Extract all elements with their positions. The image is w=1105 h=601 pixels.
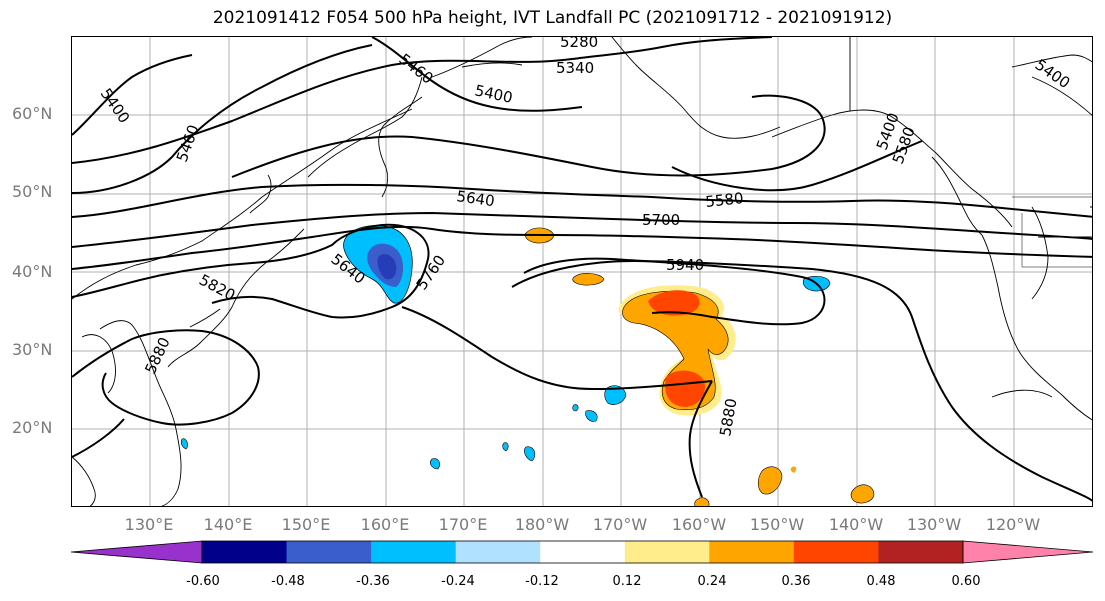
map-canvas: 5280 5340 5400 5460 5400 5460 5400 5400 … <box>72 37 1092 506</box>
map-title: 2021091412 F054 500 hPa height, IVT Land… <box>212 8 893 28</box>
lat-label-40n: 40°N <box>12 262 53 281</box>
colorbar-segment <box>286 541 372 563</box>
colorbar-segment <box>793 541 879 563</box>
height-contours <box>72 37 1092 502</box>
colorbar <box>70 540 1094 564</box>
contour-label-5460-a: 5460 <box>396 50 437 88</box>
lon-label-170e: 170°E <box>438 515 488 534</box>
colorbar-tick: 0.24 <box>697 574 727 589</box>
lat-label-50n: 50°N <box>12 182 53 201</box>
colorbar-extend-high <box>962 540 1094 564</box>
contour-label-5880-a: 5880 <box>141 334 173 376</box>
contour-label-5280: 5280 <box>560 37 598 51</box>
lat-label-60n: 60°N <box>12 104 53 123</box>
ivt-negative-fill <box>180 225 831 470</box>
lon-label-160e: 160°E <box>360 515 410 534</box>
colorbar-segment <box>455 541 541 563</box>
contour-label-5940: 5940 <box>666 256 704 274</box>
colorbar-tick: 0.12 <box>612 574 642 589</box>
colorbar-segment <box>878 541 964 563</box>
contour-label-5580: 5580 <box>705 189 745 211</box>
borders <box>1012 196 1092 268</box>
lon-label-130e: 130°E <box>124 515 174 534</box>
lon-label-140w: 140°W <box>828 515 884 534</box>
lon-label-150e: 150°E <box>281 515 331 534</box>
lon-label-180w: 180°W <box>514 515 570 534</box>
lat-label-20n: 20°N <box>12 418 53 437</box>
contour-label-5880-b: 5880 <box>716 397 740 438</box>
contour-label-5340: 5340 <box>556 59 594 77</box>
lon-label-120w: 120°W <box>985 515 1041 534</box>
lon-label-150w: 150°W <box>749 515 805 534</box>
colorbar-tick: -0.60 <box>186 574 220 589</box>
ivt-positive-fill <box>524 227 875 506</box>
contour-label-5820: 5820 <box>196 271 238 305</box>
colorbar-segment <box>709 541 795 563</box>
lat-label-30n: 30°N <box>12 340 53 359</box>
lon-label-170w: 170°W <box>592 515 648 534</box>
colorbar-tick: 0.60 <box>951 574 981 589</box>
colorbar-segment <box>540 541 626 563</box>
lon-label-160w: 160°W <box>671 515 727 534</box>
colorbar-segment <box>371 541 457 563</box>
colorbar-tick: -0.36 <box>356 574 390 589</box>
colorbar-tick: -0.48 <box>271 574 305 589</box>
coastlines <box>72 37 1092 506</box>
colorbar-segment <box>624 541 710 563</box>
colorbar-segments <box>70 540 1094 564</box>
contour-label-5400-c: 5400 <box>97 85 134 127</box>
contour-label-5640-a: 5640 <box>455 187 495 210</box>
colorbar-tick: -0.12 <box>525 574 559 589</box>
colorbar-tick: 0.36 <box>781 574 811 589</box>
colorbar-extend-low <box>70 540 203 564</box>
colorbar-segment <box>202 541 288 563</box>
colorbar-tick: 0.48 <box>866 574 896 589</box>
map-panel[interactable]: 5280 5340 5400 5460 5400 5460 5400 5400 … <box>71 36 1093 507</box>
contour-label-5700: 5700 <box>642 211 680 229</box>
colorbar-frame <box>201 540 964 564</box>
lon-label-130w: 130°W <box>906 515 962 534</box>
lon-label-140e: 140°E <box>203 515 253 534</box>
contour-label-5460-b: 5460 <box>173 122 203 164</box>
colorbar-tick: -0.24 <box>441 574 475 589</box>
